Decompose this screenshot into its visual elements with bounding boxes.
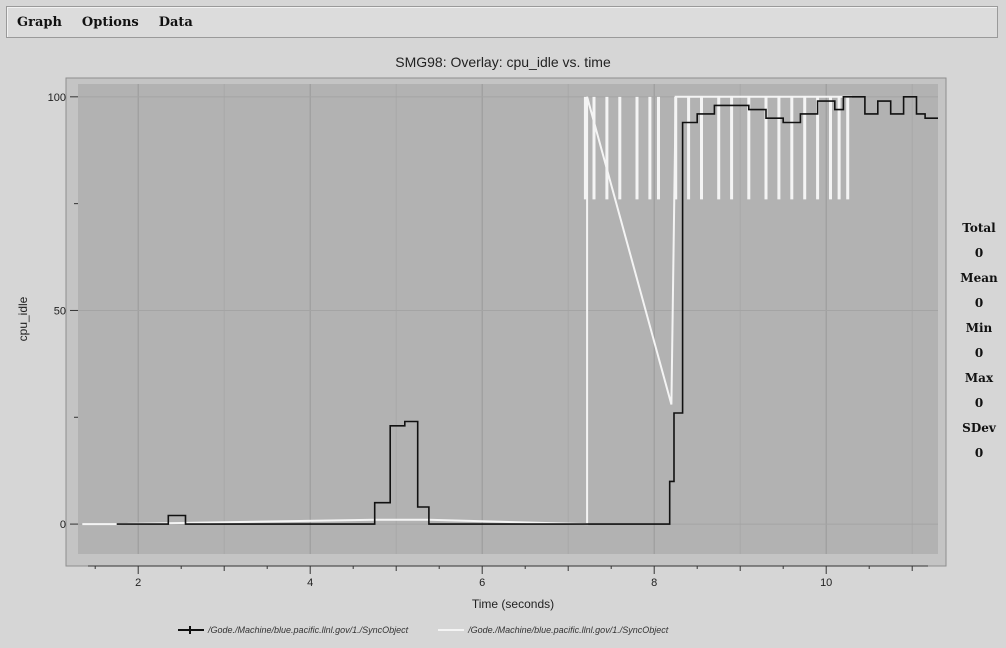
chart-title: SMG98: Overlay: cpu_idle vs. time (395, 54, 611, 70)
x-tick-label: 8 (651, 577, 657, 589)
legend-entry-light[interactable]: /Gode./Machine/blue.pacific.llnl.gov/1./… (438, 625, 668, 635)
menu-bar: Graph Options Data (6, 6, 998, 38)
stat-min-label: Min (965, 321, 993, 335)
y-tick-label: 50 (54, 305, 66, 317)
stat-total-label: Total (962, 221, 996, 235)
stat-max-value: 0 (974, 396, 984, 410)
legend-swatch-dark (178, 626, 204, 634)
y-tick-label: 0 (60, 519, 66, 531)
stat-total-value: 0 (974, 246, 984, 260)
legend-swatch-light (438, 629, 465, 631)
legend: /Gode./Machine/blue.pacific.llnl.gov/1./… (178, 622, 698, 638)
legend-label-dark: /Gode./Machine/blue.pacific.llnl.gov/1./… (208, 625, 409, 635)
x-tick-label: 6 (479, 577, 485, 589)
legend-label-light: /Gode./Machine/blue.pacific.llnl.gov/1./… (468, 625, 669, 635)
stat-sdev-label: SDev (962, 421, 996, 435)
x-tick-label: 4 (307, 577, 313, 589)
stat-mean-value: 0 (974, 296, 984, 310)
y-tick-label: 100 (48, 92, 66, 104)
x-tick-label: 10 (820, 577, 832, 589)
plot-area[interactable] (78, 84, 938, 554)
menu-data[interactable]: Data (158, 14, 193, 30)
stat-min-value: 0 (974, 346, 984, 360)
menu-options[interactable]: Options (81, 14, 139, 30)
grid (78, 84, 938, 554)
y-axis-label: cpu_idle (16, 296, 30, 342)
menu-graph[interactable]: Graph (17, 14, 62, 30)
stat-sdev-value: 0 (974, 446, 984, 460)
x-tick-label: 2 (135, 577, 141, 589)
stat-mean-label: Mean (960, 271, 998, 285)
axes: 0 50 100 2 4 6 8 10 (48, 92, 928, 589)
stats-panel: Total 0 Mean 0 Min 0 Max 0 SDev 0 (948, 216, 1006, 466)
series (82, 95, 938, 526)
stat-max-label: Max (964, 371, 994, 385)
x-axis-label: Time (seconds) (471, 597, 555, 611)
legend-entry-dark[interactable]: /Gode./Machine/blue.pacific.llnl.gov/1./… (178, 625, 408, 635)
dark-series-line (116, 96, 938, 525)
